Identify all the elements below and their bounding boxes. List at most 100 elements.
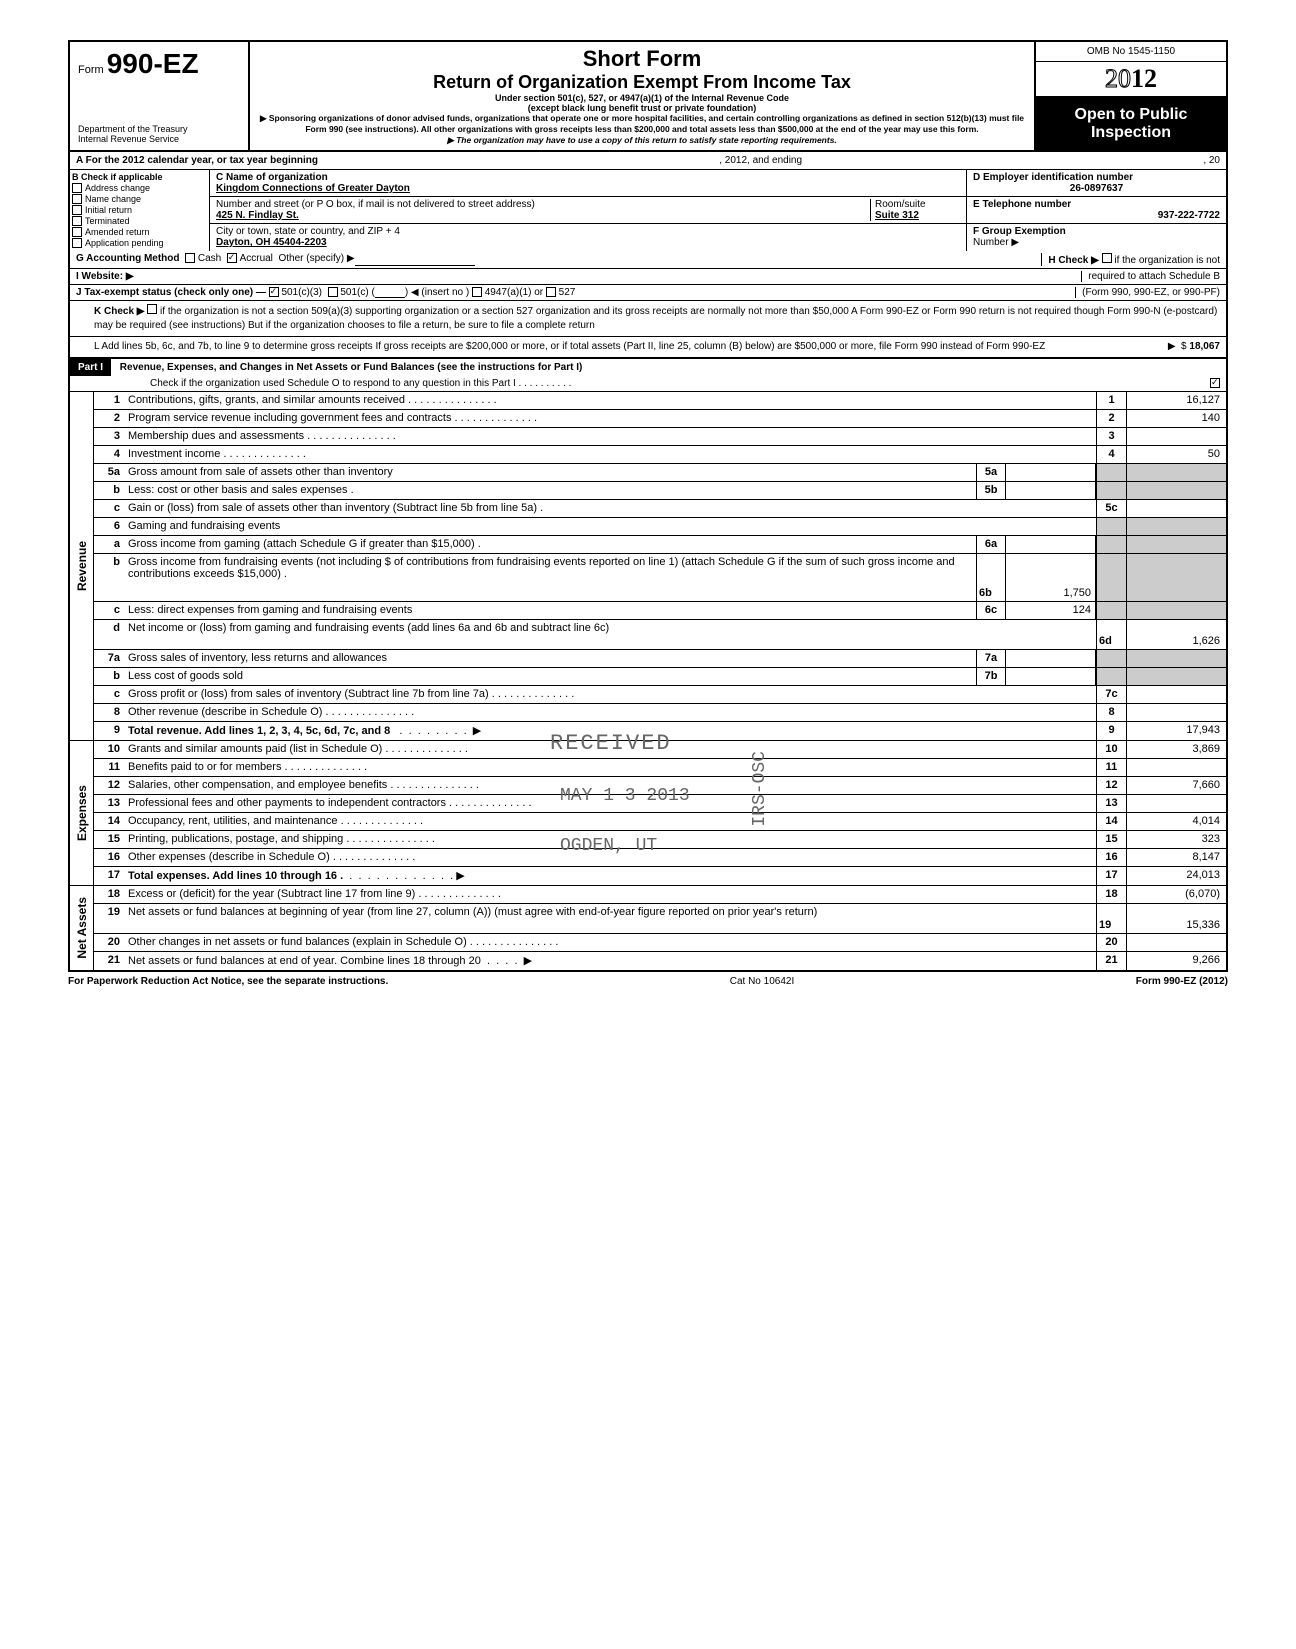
suite: Suite 312 xyxy=(875,210,960,221)
line11-amt xyxy=(1126,759,1226,776)
open-line1: Open to Public xyxy=(1040,106,1222,124)
line1-label: Contributions, gifts, grants, and simila… xyxy=(124,392,1096,409)
line7c-label: Gross profit or (loss) from sales of inv… xyxy=(124,686,1096,703)
line5b-label: Less: cost or other basis and sales expe… xyxy=(124,482,976,499)
line6c-amt: 124 xyxy=(1006,602,1096,619)
year-prefix: 20 xyxy=(1105,64,1131,93)
check-4947[interactable] xyxy=(472,287,482,297)
subtitle-1: Under section 501(c), 527, or 4947(a)(1)… xyxy=(254,93,1030,103)
part1-title: Revenue, Expenses, and Changes in Net As… xyxy=(114,360,589,375)
check-terminated[interactable]: Terminated xyxy=(72,216,207,226)
line17-label: Total expenses. Add lines 10 through 16 … xyxy=(124,867,1096,885)
line6d-label: Net income or (loss) from gaming and fun… xyxy=(124,620,1096,649)
form-number: 990-EZ xyxy=(107,48,199,79)
revenue-section: Revenue 1Contributions, gifts, grants, a… xyxy=(68,392,1228,741)
line8-label: Other revenue (describe in Schedule O) . xyxy=(124,704,1096,721)
check-initial-return[interactable]: Initial return xyxy=(72,205,207,215)
line6b-amt: 1,750 xyxy=(1006,554,1096,601)
line7b-amt xyxy=(1006,668,1096,685)
expenses-section: Expenses 10Grants and similar amounts pa… xyxy=(68,741,1228,886)
section-b-checkboxes: B Check if applicable Address change Nam… xyxy=(70,170,210,251)
line5a-amt xyxy=(1006,464,1096,481)
line11-label: Benefits paid to or for members xyxy=(124,759,1096,776)
line18-amt: (6,070) xyxy=(1126,886,1226,903)
line14-label: Occupancy, rent, utilities, and maintena… xyxy=(124,813,1096,830)
form-prefix: Form xyxy=(78,64,104,76)
header-note: ▶ Sponsoring organizations of donor advi… xyxy=(254,113,1030,135)
line21-amt: 9,266 xyxy=(1126,952,1226,970)
e-label: E Telephone number xyxy=(973,199,1220,210)
part1-checkbox[interactable] xyxy=(1210,378,1220,388)
line6b-label: Gross income from fundraising events (no… xyxy=(124,554,976,601)
page-footer: For Paperwork Reduction Act Notice, see … xyxy=(68,972,1228,991)
f-label2: Number ▶ xyxy=(973,237,1019,248)
check-527[interactable] xyxy=(546,287,556,297)
section-c-org: C Name of organization Kingdom Connectio… xyxy=(210,170,966,251)
year-suffix: 12 xyxy=(1131,64,1157,93)
line7c-amt xyxy=(1126,686,1226,703)
line19-amt: 15,336 xyxy=(1126,904,1226,933)
line19-label: Net assets or fund balances at beginning… xyxy=(124,904,1096,933)
check-address-change[interactable]: Address change xyxy=(72,183,207,193)
check-501c3[interactable] xyxy=(269,287,279,297)
line7a-amt xyxy=(1006,650,1096,667)
footer-left: For Paperwork Reduction Act Notice, see … xyxy=(68,976,388,987)
check-amended[interactable]: Amended return xyxy=(72,227,207,237)
footer-cat: Cat No 10642I xyxy=(730,976,795,987)
check-501c[interactable] xyxy=(328,287,338,297)
city-state-zip: Dayton, OH 45404-2203 xyxy=(216,237,960,248)
check-pending[interactable]: Application pending xyxy=(72,238,207,248)
line8-amt xyxy=(1126,704,1226,721)
line16-amt: 8,147 xyxy=(1126,849,1226,866)
line17-amt: 24,013 xyxy=(1126,867,1226,885)
k-text: if the organization is not a section 509… xyxy=(94,306,1217,331)
net-assets-section: Net Assets 18Excess or (deficit) for the… xyxy=(68,886,1228,972)
line12-label: Salaries, other compensation, and employ… xyxy=(124,777,1096,794)
row-a-left: A For the 2012 calendar year, or tax yea… xyxy=(76,155,318,166)
tax-year: 2012 xyxy=(1036,62,1226,97)
header-center: Short Form Return of Organization Exempt… xyxy=(250,42,1036,150)
header-left: Form 990-EZ Department of the Treasury I… xyxy=(70,42,250,150)
line20-label: Other changes in net assets or fund bala… xyxy=(124,934,1096,951)
check-name-change[interactable]: Name change xyxy=(72,194,207,204)
l-amount: 18,067 xyxy=(1189,341,1220,352)
h-label: H Check ▶ xyxy=(1048,255,1098,266)
room-label: Room/suite xyxy=(875,199,960,210)
line12-amt: 7,660 xyxy=(1126,777,1226,794)
line10-amt: 3,869 xyxy=(1126,741,1226,758)
line6d-amt: 1,626 xyxy=(1126,620,1226,649)
line2-label: Program service revenue including govern… xyxy=(124,410,1096,427)
d-label: D Employer identification number xyxy=(973,172,1220,183)
street-address: 425 N. Findlay St. xyxy=(216,210,870,221)
title-return: Return of Organization Exempt From Incom… xyxy=(254,72,1030,93)
line13-label: Professional fees and other payments to … xyxy=(124,795,1096,812)
section-def: D Employer identification number 26-0897… xyxy=(966,170,1226,251)
netassets-side-label: Net Assets xyxy=(70,886,94,970)
line4-label: Investment income xyxy=(124,446,1096,463)
ein: 26-0897637 xyxy=(973,183,1220,194)
line6a-label: Gross income from gaming (attach Schedul… xyxy=(124,536,976,553)
row-l: L Add lines 5b, 6c, and 7b, to line 9 to… xyxy=(68,337,1228,359)
c-label: C Name of organization xyxy=(216,172,960,183)
k-label: K Check ▶ xyxy=(94,306,144,317)
form-header: Form 990-EZ Department of the Treasury I… xyxy=(68,40,1228,152)
omb-number: OMB No 1545-1150 xyxy=(1036,42,1226,62)
line7b-label: Less cost of goods sold xyxy=(124,668,976,685)
dept-irs: Internal Revenue Service xyxy=(78,134,240,144)
j-label: J Tax-exempt status (check only one) — xyxy=(76,287,266,298)
header-right: OMB No 1545-1150 2012 Open to Public Ins… xyxy=(1036,42,1226,150)
part1-check-text: Check if the organization used Schedule … xyxy=(150,378,571,389)
line3-amt xyxy=(1126,428,1226,445)
line5a-label: Gross amount from sale of assets other t… xyxy=(124,464,976,481)
line7a-label: Gross sales of inventory, less returns a… xyxy=(124,650,976,667)
title-short-form: Short Form xyxy=(254,46,1030,72)
section-b-title: B Check if applicable xyxy=(72,172,207,182)
check-accrual[interactable] xyxy=(227,253,237,263)
line14-amt: 4,014 xyxy=(1126,813,1226,830)
check-cash[interactable] xyxy=(185,253,195,263)
i-label: I Website: ▶ xyxy=(76,271,134,282)
check-h[interactable] xyxy=(1102,253,1112,263)
row-g-accounting: G Accounting Method Cash Accrual Other (… xyxy=(68,251,1228,269)
phone: 937-222-7722 xyxy=(973,210,1220,221)
check-k[interactable] xyxy=(147,304,157,314)
